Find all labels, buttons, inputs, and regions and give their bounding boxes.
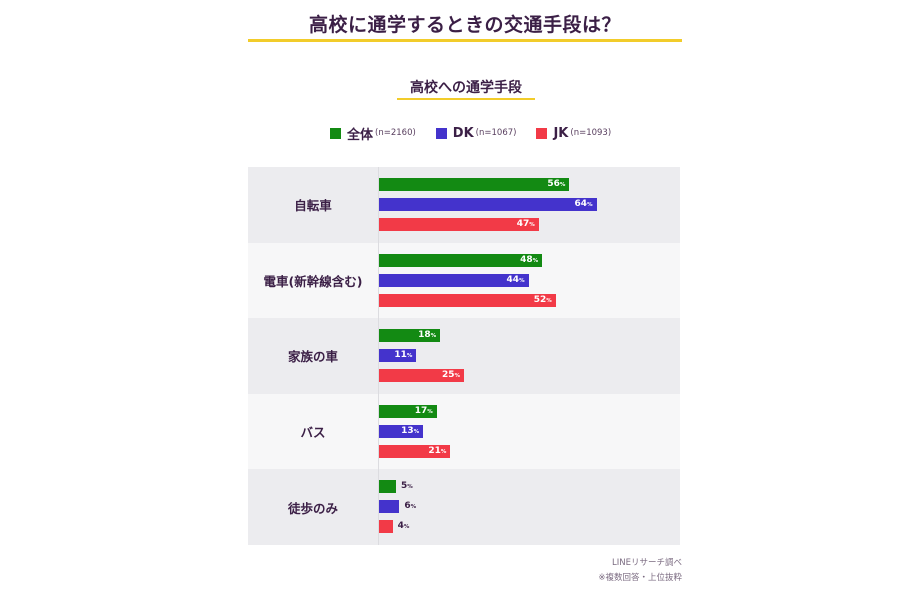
legend-label: 全体: [347, 127, 374, 143]
title-underline: [248, 39, 682, 42]
bar: 56%: [379, 178, 570, 191]
bar: 64%: [379, 198, 597, 211]
bar: 48%: [379, 253, 543, 267]
bar-value-unit: %: [406, 353, 413, 360]
bar: 6%: [379, 500, 416, 514]
bar: 52%: [379, 293, 556, 307]
legend-label: JK: [553, 125, 569, 141]
answer-note: ※複数回答・上位抜粋: [598, 573, 682, 583]
bar-value-number: 44: [506, 274, 520, 285]
bar-value-unit: %: [559, 182, 566, 188]
bar-value-unit: %: [587, 202, 593, 208]
bar-value: 6%: [404, 500, 416, 513]
bar-value-number: 13: [401, 425, 414, 436]
bar-value-unit: %: [403, 524, 410, 531]
bar-value: 47%: [517, 218, 535, 231]
bar-value-unit: %: [430, 333, 437, 340]
category-group: 家族の車 18% 11% 25%: [248, 318, 680, 394]
bar-chart: 自転車 56% 64% 47% 電車(新幹線含む) 48% 44% 52% 家族の車 18% 11%…: [248, 167, 680, 545]
chart-title-underline: [397, 98, 535, 100]
bar: 47%: [379, 218, 539, 231]
legend-swatch-dk: [435, 127, 447, 139]
bar-value-number: 52: [533, 294, 547, 305]
y-axis-line: [378, 167, 379, 545]
legend-label: DK: [452, 125, 474, 141]
category-group: 徒歩のみ 5% 6% 4%: [248, 469, 680, 545]
bar-value: 13%: [401, 425, 419, 438]
category-label: 自転車: [294, 198, 332, 214]
bar: 44%: [379, 273, 529, 287]
legend-swatch-jk: [536, 127, 548, 139]
bar-value-number: 5: [401, 481, 408, 492]
bar-value-number: 11: [394, 350, 407, 361]
legend-item-all: 全体 (n=2160): [330, 124, 416, 143]
bar-value: 44%: [507, 274, 525, 287]
bar-value-number: 17: [414, 405, 428, 416]
bar-value-unit: %: [413, 428, 420, 435]
legend-swatch-all: [330, 127, 341, 139]
chart-title: 高校への通学手段: [410, 80, 522, 96]
bar-value-unit: %: [546, 297, 552, 304]
bar-value: 21%: [428, 445, 446, 458]
legend-count: (n=1067): [475, 128, 517, 138]
legend-item-jk: JK (n=1093): [536, 126, 611, 141]
category-label: バス: [300, 425, 326, 441]
bar-value: 11%: [394, 349, 412, 362]
bar-value-number: 25: [441, 370, 455, 381]
bar-value: 56%: [547, 178, 565, 191]
bar: 21%: [379, 444, 451, 458]
bar-value-unit: %: [519, 277, 525, 284]
legend-item-dk: DK (n=1067): [435, 125, 517, 141]
bar-value-number: 6: [404, 501, 411, 512]
category-label: 徒歩のみ: [287, 500, 338, 516]
category-label: 電車(新幹線含む): [263, 273, 363, 289]
legend: 全体 (n=2160) DK (n=1067) JK (n=1093): [330, 124, 631, 143]
bar-value: 4%: [398, 520, 410, 533]
bar-value-unit: %: [454, 373, 460, 380]
legend-count: (n=2160): [375, 128, 416, 138]
bar-value-unit: %: [529, 222, 535, 228]
bar: 25%: [379, 369, 464, 383]
bar-value: 18%: [418, 329, 436, 342]
bar: 5%: [379, 480, 413, 494]
bar-value-unit: %: [407, 484, 413, 491]
bar: 11%: [379, 349, 417, 363]
bar-value-number: 64: [574, 199, 588, 209]
bar-value: 25%: [442, 369, 460, 382]
bar-value-unit: %: [532, 257, 539, 264]
category-group: 自転車 56% 64% 47%: [248, 167, 680, 243]
bar-value: 52%: [534, 294, 552, 307]
bar-value: 64%: [575, 198, 593, 211]
category-group: 電車(新幹線含む) 48% 44% 52%: [248, 242, 680, 319]
source-note: LINEリサーチ調べ: [612, 558, 682, 568]
bar-value: 17%: [415, 405, 433, 418]
legend-count: (n=1093): [570, 128, 612, 138]
bar-value-unit: %: [440, 448, 447, 455]
bar: 17%: [379, 404, 437, 418]
bar-value-unit: %: [410, 504, 417, 511]
page-title: 高校に通学するときの交通手段は？: [308, 14, 621, 36]
bar-value-number: 4: [397, 521, 404, 532]
bar: 13%: [379, 424, 424, 438]
bar-value-number: 18: [418, 330, 431, 341]
bar-value-number: 47: [516, 219, 530, 229]
bar: 18%: [379, 329, 441, 343]
bar-value-number: 48: [520, 254, 533, 265]
footer: LINEリサーチ調べ ※複数回答・上位抜粋: [598, 556, 682, 586]
category-group: バス 17% 13% 21%: [248, 393, 680, 470]
bar-value: 48%: [520, 254, 538, 267]
category-label: 家族の車: [287, 349, 338, 365]
bar-value-unit: %: [427, 408, 433, 415]
bar-value-number: 21: [428, 445, 441, 456]
bar: 4%: [379, 520, 409, 534]
bar-value: 5%: [401, 480, 413, 493]
bar-value-number: 56: [547, 179, 560, 189]
